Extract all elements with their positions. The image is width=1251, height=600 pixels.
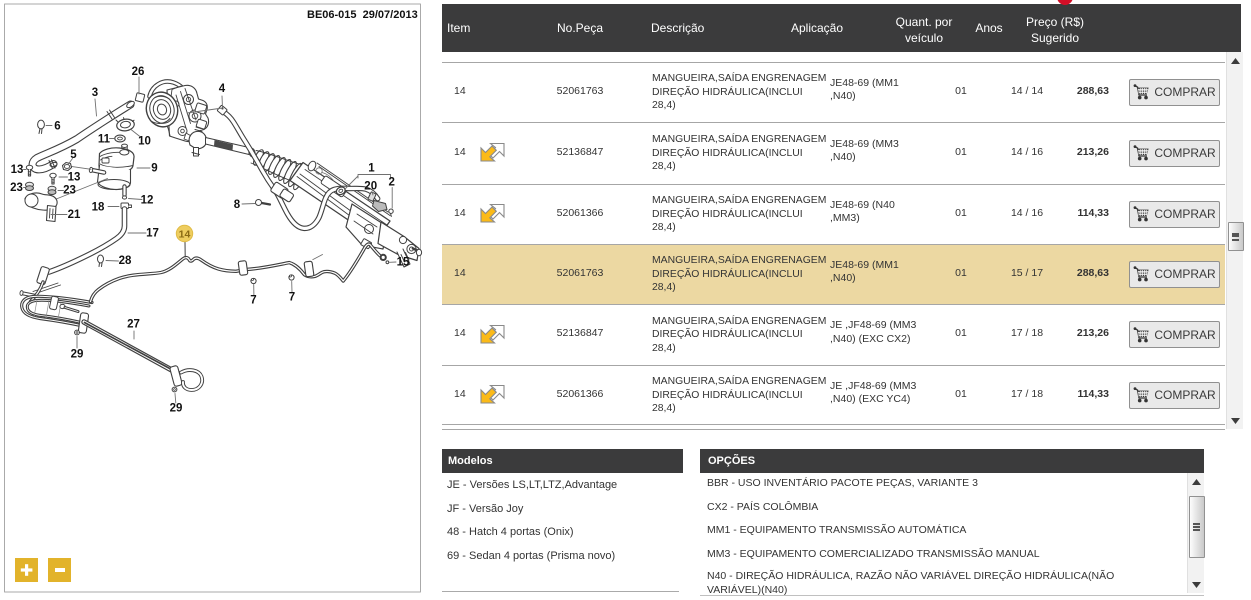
svg-text:8: 8 [234, 199, 241, 211]
svg-text:14: 14 [179, 229, 191, 241]
svg-text:26: 26 [132, 66, 145, 78]
svg-text:29: 29 [170, 403, 183, 415]
svg-text:5: 5 [70, 149, 77, 161]
svg-text:9: 9 [151, 163, 157, 175]
svg-text:12: 12 [141, 195, 154, 207]
svg-text:11: 11 [98, 134, 111, 146]
svg-text:13: 13 [68, 172, 81, 184]
svg-text:2: 2 [388, 177, 394, 189]
svg-text:29: 29 [71, 349, 84, 361]
svg-text:1: 1 [368, 163, 375, 175]
svg-text:13: 13 [11, 164, 24, 176]
svg-text:28: 28 [119, 255, 132, 267]
svg-text:27: 27 [127, 319, 140, 331]
svg-text:7: 7 [289, 292, 295, 304]
svg-text:18: 18 [92, 202, 105, 214]
svg-text:15: 15 [397, 257, 410, 269]
svg-text:4: 4 [219, 83, 226, 95]
svg-text:20: 20 [364, 181, 377, 193]
svg-text:23: 23 [10, 182, 23, 194]
svg-text:17: 17 [146, 228, 159, 240]
svg-text:3: 3 [92, 87, 98, 99]
svg-text:10: 10 [138, 136, 151, 148]
svg-text:23: 23 [63, 185, 76, 197]
svg-text:6: 6 [54, 121, 60, 133]
svg-text:7: 7 [250, 295, 256, 307]
svg-text:BE06-015 29/07/2013: BE06-015 29/07/2013 [307, 9, 418, 21]
svg-text:21: 21 [68, 209, 81, 221]
